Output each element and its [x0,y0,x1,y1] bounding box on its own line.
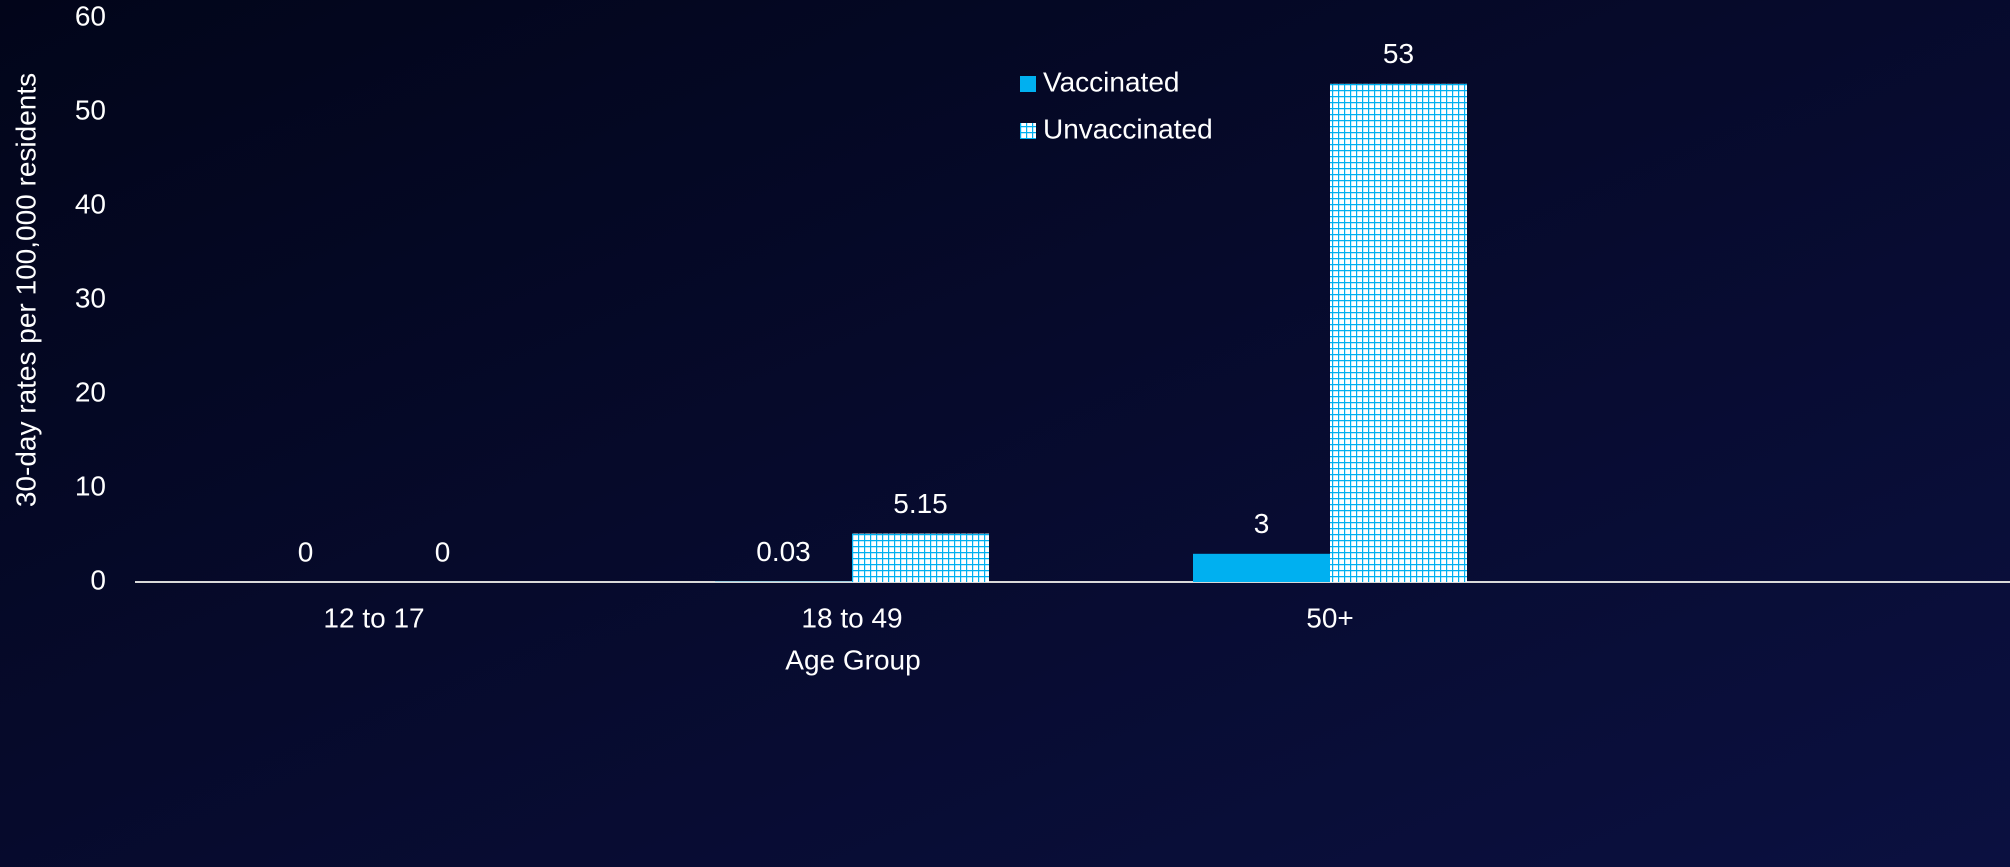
y-tick-label: 60 [75,0,106,31]
legend-label: Unvaccinated [1043,113,1213,144]
data-label: 5.15 [893,488,948,519]
y-tick-label: 20 [75,376,106,407]
data-label: 3 [1254,508,1270,539]
bar [1330,83,1467,583]
y-tick-label: 10 [75,470,106,501]
x-axis-title: Age Group [785,644,920,675]
y-tick-label: 50 [75,94,106,125]
legend-swatch [1020,123,1036,139]
bar [1193,553,1330,582]
x-tick-label: 12 to 17 [323,602,424,633]
data-label: 53 [1383,38,1414,69]
bar [852,533,989,582]
legend-swatch [1020,76,1036,92]
y-tick-label: 0 [90,564,106,595]
data-label: 0 [298,536,314,567]
y-tick-label: 40 [75,188,106,219]
legend-label: Vaccinated [1043,66,1179,97]
data-label: 0.03 [756,536,811,567]
x-tick-label: 18 to 49 [801,602,902,633]
data-label: 0 [435,536,451,567]
y-tick-label: 30 [75,282,106,313]
y-axis-title: 30-day rates per 100,000 residents [10,73,41,507]
x-tick-label: 50+ [1306,602,1354,633]
